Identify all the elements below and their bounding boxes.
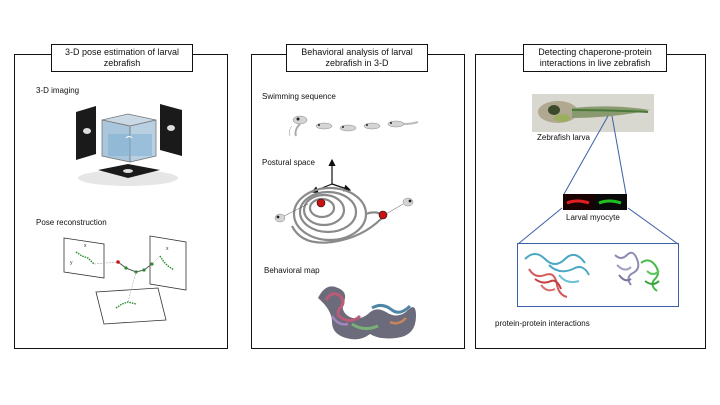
panel-3-title-line2: interactions in live zebrafish: [539, 58, 651, 68]
zoom-lines-myocyte-to-proteins: [517, 207, 679, 245]
panel-2-title: Behavioral analysis of larval zebrafish …: [286, 44, 428, 72]
label-pose-reconstruction: Pose reconstruction: [36, 218, 107, 227]
panel-1-title-line2: zebrafish: [103, 58, 141, 68]
label-3d-imaging: 3-D imaging: [36, 86, 80, 95]
label-behavioral-map: Behavioral map: [264, 266, 320, 275]
protein-structures-box: [517, 243, 679, 307]
svg-text:x: x: [84, 243, 87, 249]
imaging-cube-illustration: [76, 104, 182, 186]
panel-1-title-line1: 3-D pose estimation of larval: [64, 47, 180, 57]
behavioral-map-plot: [318, 286, 416, 340]
svg-text:x: x: [166, 246, 169, 252]
svg-text:y: y: [70, 260, 73, 266]
label-protein-protein-interactions: protein-protein interactions: [495, 319, 590, 328]
zebrafish-larva-image: [532, 94, 654, 132]
zoom-lines-larva-to-myocyte: [563, 115, 627, 195]
label-postural-space: Postural space: [262, 158, 315, 167]
postural-space-plot: [274, 158, 414, 244]
label-larval-myocyte: Larval myocyte: [566, 213, 620, 222]
swimming-sequence-illustration: [289, 115, 419, 137]
panel-1-title: 3-D pose estimation of larval zebrafish: [51, 44, 193, 72]
panel-2-title-line2: zebrafish in 3-D: [325, 58, 389, 68]
panel-behavioral-analysis: [251, 54, 465, 349]
panel-2-title-line1: Behavioral analysis of larval: [301, 47, 413, 57]
panel-3-title: Detecting chaperone-protein interactions…: [523, 44, 667, 72]
label-zebrafish-larva: Zebrafish larva: [537, 133, 590, 142]
label-swimming-sequence: Swimming sequence: [262, 92, 336, 101]
panel-3-title-line1: Detecting chaperone-protein: [538, 47, 652, 57]
pose-reconstruction-illustration: x y x: [63, 235, 187, 325]
larval-myocyte-image: [563, 194, 627, 210]
protein-structures-illustration: [524, 251, 660, 298]
